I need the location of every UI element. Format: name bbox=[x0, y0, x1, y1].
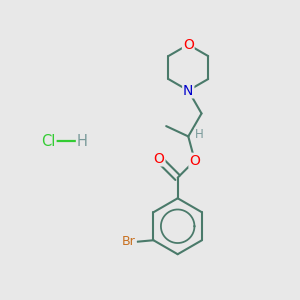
Text: O: O bbox=[189, 154, 200, 168]
Text: Br: Br bbox=[122, 235, 136, 248]
Text: N: N bbox=[183, 83, 194, 98]
Text: H: H bbox=[77, 134, 88, 149]
Text: Cl: Cl bbox=[41, 134, 56, 149]
Text: O: O bbox=[154, 152, 165, 166]
Text: H: H bbox=[195, 128, 204, 141]
Text: O: O bbox=[183, 38, 194, 52]
